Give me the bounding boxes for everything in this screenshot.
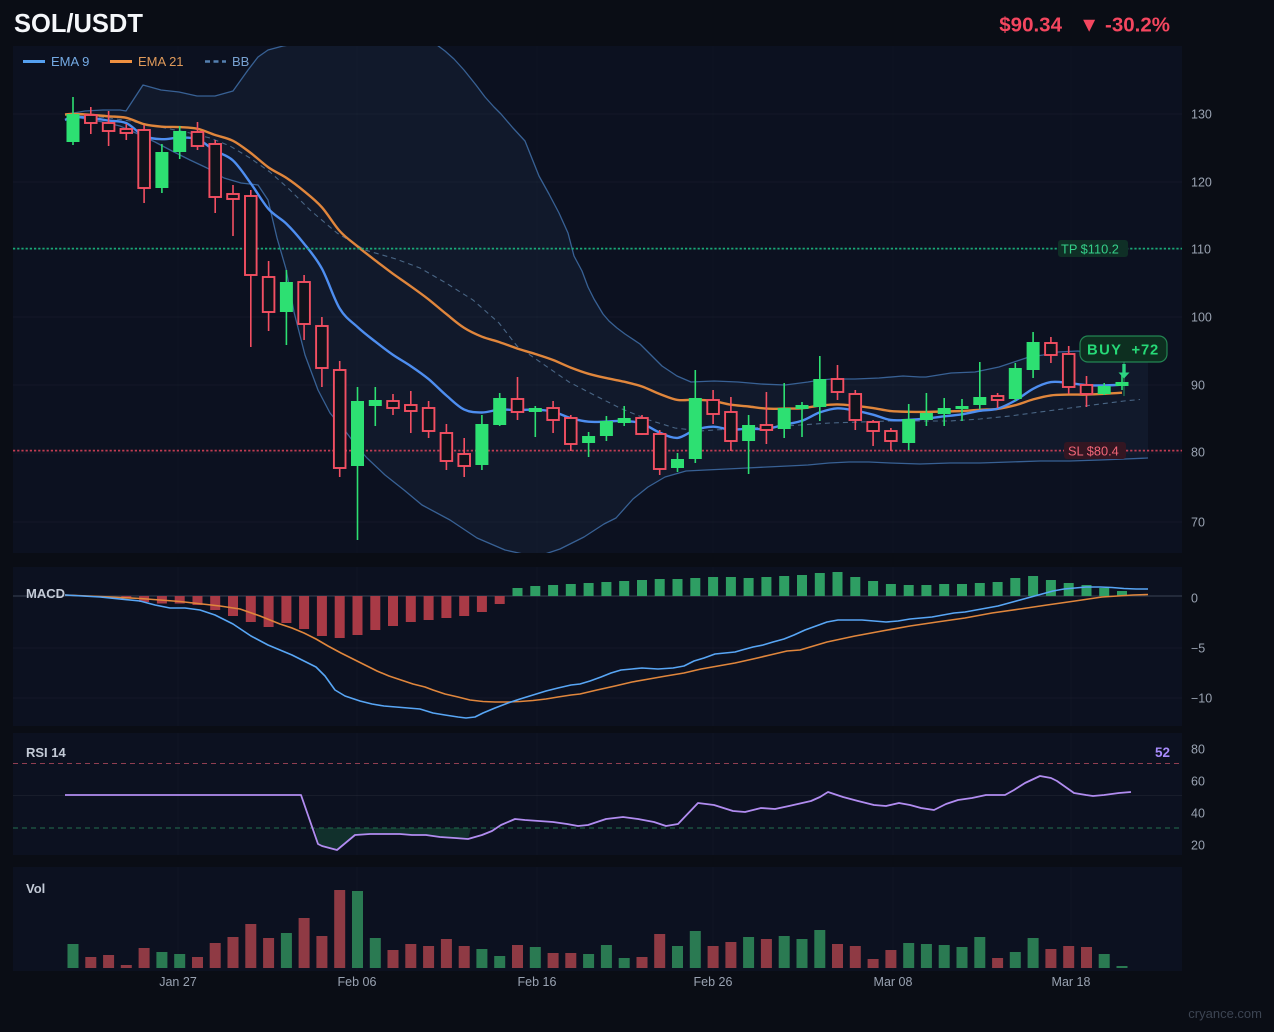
svg-text:SOL/USDT: SOL/USDT <box>14 10 143 38</box>
svg-text:SL $80.4: SL $80.4 <box>1068 444 1119 459</box>
svg-text:EMA 9: EMA 9 <box>51 54 89 69</box>
svg-text:Jan 27: Jan 27 <box>159 975 197 989</box>
svg-text:100: 100 <box>1191 311 1212 325</box>
svg-text:MACD: MACD <box>26 586 65 601</box>
svg-text:EMA 21: EMA 21 <box>138 54 184 69</box>
svg-text:+72: +72 <box>1132 343 1160 359</box>
svg-text:20: 20 <box>1191 839 1205 853</box>
svg-text:70: 70 <box>1191 516 1205 530</box>
svg-text:BUY: BUY <box>1087 343 1122 359</box>
svg-text:cryance.com: cryance.com <box>1188 1006 1262 1021</box>
svg-text:RSI 14: RSI 14 <box>26 745 67 760</box>
svg-text:0: 0 <box>1191 592 1198 606</box>
svg-text:60: 60 <box>1191 775 1205 789</box>
svg-text:40: 40 <box>1191 807 1205 821</box>
svg-text:120: 120 <box>1191 176 1212 190</box>
svg-text:52: 52 <box>1155 745 1170 760</box>
svg-text:Vol: Vol <box>26 881 45 896</box>
svg-text:90: 90 <box>1191 379 1205 393</box>
svg-text:BB: BB <box>232 54 249 69</box>
svg-text:Mar 18: Mar 18 <box>1052 975 1091 989</box>
svg-text:−10: −10 <box>1191 692 1212 706</box>
svg-text:130: 130 <box>1191 108 1212 122</box>
svg-text:Feb 06: Feb 06 <box>338 975 377 989</box>
svg-text:Mar 08: Mar 08 <box>874 975 913 989</box>
svg-text:110: 110 <box>1191 243 1211 257</box>
svg-text:80: 80 <box>1191 743 1205 757</box>
svg-text:80: 80 <box>1191 446 1205 460</box>
svg-text:Feb 26: Feb 26 <box>694 975 733 989</box>
svg-text:$90.34 ▼ -30.2%: $90.34 ▼ -30.2% <box>999 14 1170 37</box>
svg-text:Feb 16: Feb 16 <box>518 975 557 989</box>
svg-text:−5: −5 <box>1191 642 1205 656</box>
svg-text:TP $110.2: TP $110.2 <box>1061 242 1119 257</box>
